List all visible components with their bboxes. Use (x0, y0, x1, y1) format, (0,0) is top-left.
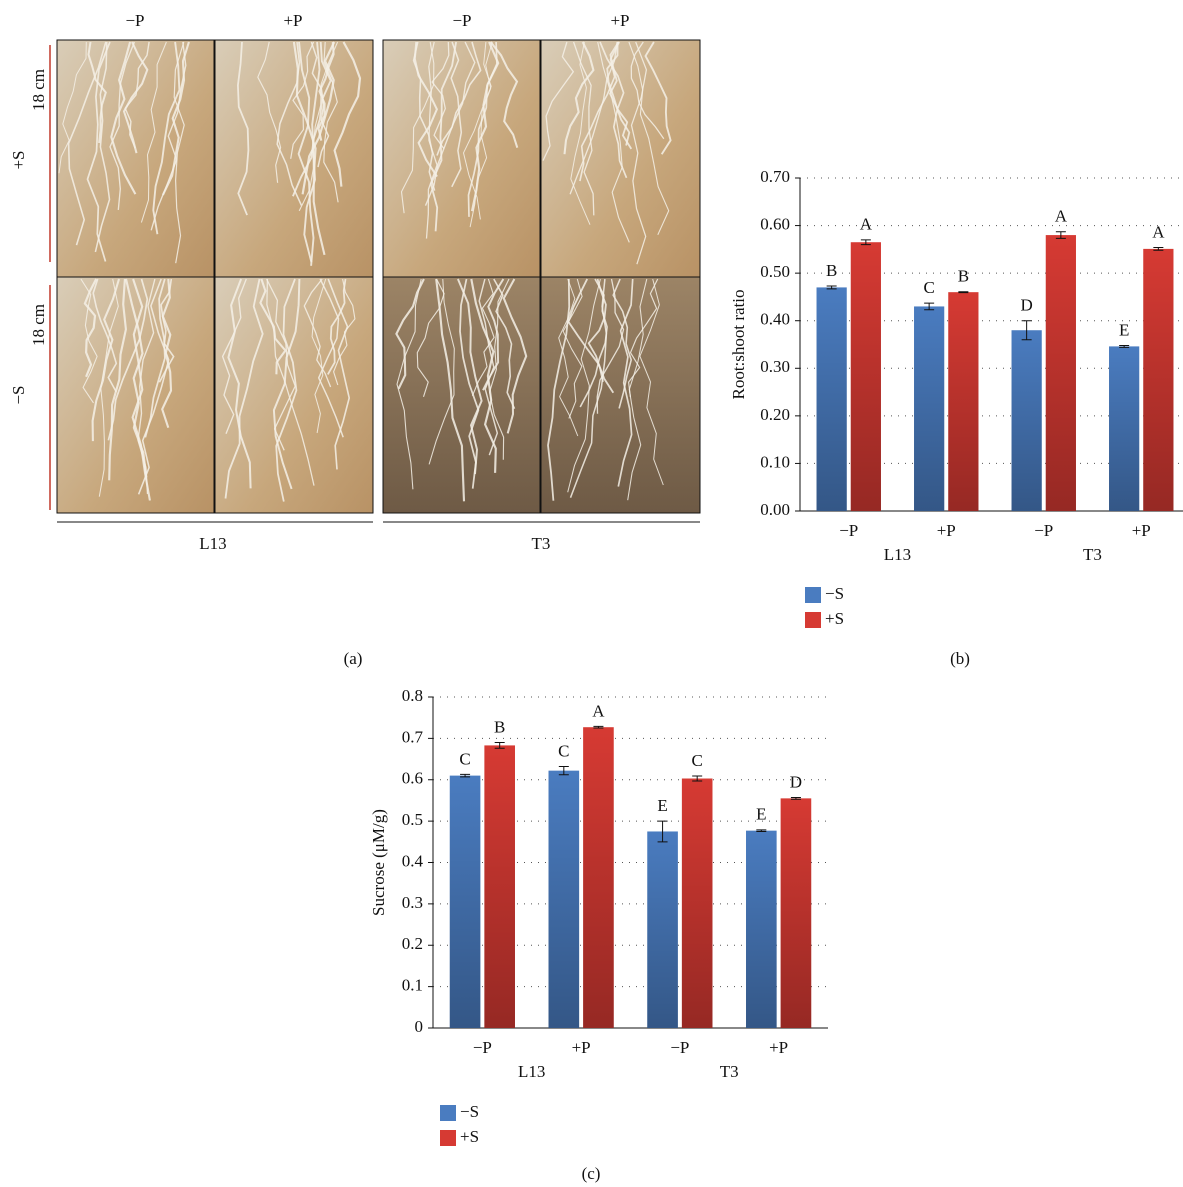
significance-letter: C (692, 751, 703, 770)
row-label: +S (9, 150, 28, 169)
significance-letter: A (1152, 222, 1165, 241)
y-axis-title: Root:shoot ratio (729, 289, 748, 399)
group-label: T3 (720, 1062, 739, 1081)
legend-label: −S (460, 1102, 479, 1121)
column-label: −P (125, 11, 144, 30)
bar-shade (1143, 249, 1173, 511)
x-tick-label: −P (1034, 521, 1053, 540)
bar-shade (1012, 330, 1042, 511)
bar-shade (781, 798, 812, 1028)
bar-shade (1046, 235, 1076, 511)
y-tick-label: 0.10 (760, 452, 790, 471)
legend-swatch (440, 1105, 456, 1121)
x-tick-label: −P (839, 521, 858, 540)
y-tick-label: 0.40 (760, 310, 790, 329)
photo (383, 40, 540, 277)
scale-label: 18 cm (29, 69, 48, 111)
legend-label: −S (825, 584, 844, 603)
panel-label: (c) (582, 1164, 601, 1183)
significance-letter: A (860, 215, 873, 234)
root-photos (57, 40, 700, 513)
significance-letter: A (1055, 207, 1068, 226)
panel-label: (a) (344, 649, 363, 668)
x-tick-label: +P (572, 1038, 591, 1057)
panel-label: (b) (950, 649, 970, 668)
significance-letter: E (756, 805, 766, 824)
row-label: −S (9, 385, 28, 404)
figure: −P +P −P +P +S −S 18 cm 18 cm L13 T3 (a)… (0, 0, 1183, 1187)
y-tick-label: 0.4 (402, 851, 424, 870)
legend-swatch (805, 612, 821, 628)
bar-shade (450, 776, 481, 1028)
column-label: −P (452, 11, 471, 30)
significance-letter: C (923, 278, 934, 297)
x-tick-label: +P (769, 1038, 788, 1057)
significance-letter: E (657, 796, 667, 815)
significance-letter: D (1020, 296, 1032, 315)
bar-shade (851, 242, 881, 511)
significance-letter: B (494, 717, 505, 736)
x-tick-label: −P (473, 1038, 492, 1057)
significance-letter: C (558, 741, 569, 760)
significance-letter: B (958, 267, 969, 286)
y-tick-label: 0.3 (402, 893, 423, 912)
y-tick-label: 0.6 (402, 769, 423, 788)
y-tick-label: 0.5 (402, 810, 423, 829)
column-label: +P (610, 11, 629, 30)
bar-shade (1109, 346, 1139, 511)
group-label: L13 (518, 1062, 545, 1081)
significance-letter: A (592, 701, 605, 720)
y-tick-label: 0.2 (402, 934, 423, 953)
y-tick-label: 0.50 (760, 262, 790, 281)
y-axis-title: Sucrose (μM/g) (369, 809, 388, 916)
scale-label: 18 cm (29, 304, 48, 346)
bar-shade (583, 727, 614, 1028)
photo (541, 40, 700, 277)
significance-letter: E (1119, 320, 1129, 339)
bar-shade (948, 292, 978, 511)
y-tick-label: 0.8 (402, 686, 423, 705)
error-bar (958, 292, 968, 293)
column-label: +P (283, 11, 302, 30)
bar-shade (484, 745, 515, 1028)
group-label: L13 (884, 545, 911, 564)
y-tick-label: 0.60 (760, 214, 790, 233)
error-bar (1119, 345, 1129, 347)
group-label: T3 (1083, 545, 1102, 564)
bar-shade (914, 306, 944, 511)
legend-label: +S (460, 1127, 479, 1146)
photo (57, 40, 214, 277)
x-tick-label: −P (670, 1038, 689, 1057)
x-tick-label: +P (937, 521, 956, 540)
y-tick-label: 0 (415, 1017, 424, 1036)
bar-shade (682, 779, 713, 1028)
y-tick-label: 0.30 (760, 357, 790, 376)
y-tick-label: 0.7 (402, 727, 424, 746)
y-tick-label: 0.70 (760, 167, 790, 186)
x-tick-label: +P (1132, 521, 1151, 540)
significance-letter: C (459, 749, 470, 768)
y-tick-label: 0.20 (760, 405, 790, 424)
significance-letter: D (790, 772, 802, 791)
bar-shade (817, 287, 847, 511)
photo (57, 277, 214, 513)
group-label: L13 (199, 534, 226, 553)
bar-shade (647, 831, 678, 1028)
legend-swatch (805, 587, 821, 603)
bar-shade (746, 831, 777, 1028)
bar-shade (549, 771, 580, 1028)
significance-letter: B (826, 261, 837, 280)
legend-swatch (440, 1130, 456, 1146)
legend-label: +S (825, 609, 844, 628)
y-tick-label: 0.1 (402, 976, 423, 995)
y-tick-label: 0.00 (760, 500, 790, 519)
group-label: T3 (532, 534, 551, 553)
